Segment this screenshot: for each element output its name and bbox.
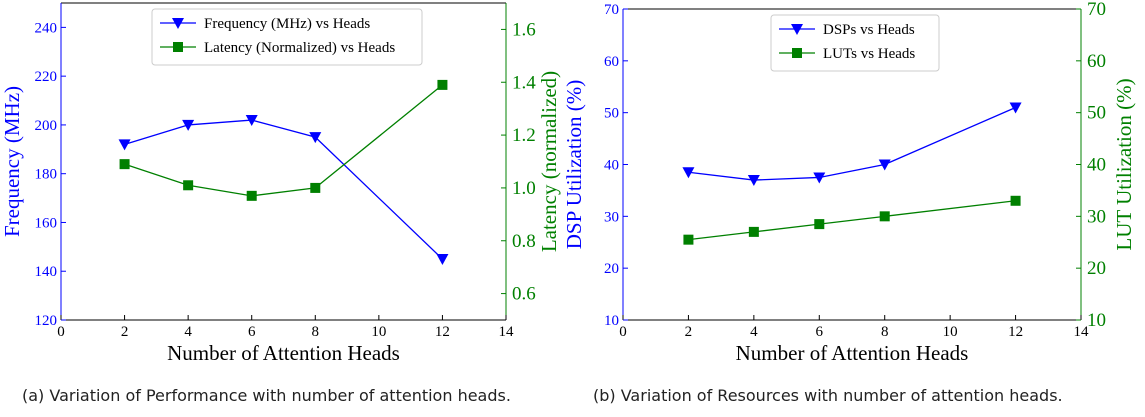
- series-line-primary: [688, 106, 1016, 181]
- legend-box: [151, 8, 423, 66]
- right-y-tick-label: 70: [1087, 0, 1106, 20]
- right-y-tick-label: 1.0: [512, 178, 536, 199]
- square-point: [879, 211, 890, 222]
- left-y-tick-label: 200: [35, 118, 58, 134]
- square-point: [683, 234, 694, 245]
- left-y-tick-label: 220: [35, 69, 58, 85]
- legend-label: DSPs vs Heads: [823, 22, 915, 38]
- triangle-point: [182, 119, 195, 131]
- right-y-tick-label: 60: [1087, 51, 1106, 72]
- caption-b: (b) Variation of Resources with number o…: [593, 386, 1063, 405]
- caption-a: (a) Variation of Performance with number…: [22, 386, 511, 405]
- right-y-tick-label: 40: [1087, 155, 1106, 176]
- x-tick-label: 14: [1074, 324, 1090, 340]
- left-y-tick-label: 160: [35, 215, 58, 231]
- series-line-secondary: [688, 200, 1016, 241]
- square-point: [246, 190, 257, 201]
- chart-a: 0 2 4 6 8 10 12 14 Number of Attention Heads 120 1…: [0, 2, 561, 365]
- triangle-point: [436, 254, 449, 266]
- left-y-tick-label: 120: [35, 313, 58, 329]
- legend-label: Latency (Normalized) vs Heads: [204, 40, 395, 56]
- x-tick-label: 10: [943, 324, 958, 340]
- x-tick-label: 6: [816, 324, 824, 340]
- x-tick-label: 4: [750, 324, 758, 340]
- left-y-tick-label: 60: [604, 54, 619, 70]
- left-y-tick-label: 10: [604, 313, 619, 329]
- square-point: [1010, 195, 1021, 206]
- square-point: [310, 182, 321, 193]
- series-line-secondary: [124, 84, 443, 197]
- right-y-tick-label: 50: [1087, 103, 1106, 124]
- square-point: [748, 226, 759, 237]
- left-y-tick-label: 70: [604, 2, 619, 18]
- triangle-point: [1009, 102, 1022, 114]
- triangle-point: [682, 167, 695, 179]
- square-point: [814, 219, 825, 230]
- series-line-primary: [124, 119, 443, 260]
- triangle-point: [309, 132, 322, 144]
- right-y-axis-label: LUT Utilization (%): [1112, 78, 1136, 250]
- legend-label: Frequency (MHz) vs Heads: [204, 16, 370, 32]
- triangle-point: [747, 175, 760, 187]
- x-tick-label: 2: [685, 324, 693, 340]
- triangle-point: [813, 172, 826, 184]
- left-y-tick-label: 180: [35, 167, 58, 183]
- left-y-tick-label: 20: [604, 261, 619, 277]
- x-tick-label: 10: [371, 324, 386, 340]
- legend-square-marker: [173, 42, 183, 52]
- x-axis-label: Number of Attention Heads: [167, 341, 400, 365]
- right-y-tick-label: 0.6: [512, 284, 536, 305]
- right-y-tick-label: 20: [1087, 258, 1106, 279]
- square-point: [119, 159, 130, 170]
- x-tick-label: 12: [1008, 324, 1023, 340]
- right-y-tick-label: 1.4: [512, 72, 536, 93]
- x-tick-label: 0: [619, 324, 627, 340]
- square-point: [183, 180, 194, 191]
- triangle-point: [118, 139, 131, 151]
- right-y-tick-label: 0.8: [512, 231, 536, 252]
- left-y-tick-label: 50: [604, 106, 619, 122]
- x-tick-label: 6: [248, 324, 256, 340]
- left-y-axis-label: DSP Utilization (%): [562, 80, 586, 250]
- x-axis-label: Number of Attention Heads: [736, 341, 969, 365]
- left-y-tick-label: 140: [35, 264, 58, 280]
- left-y-tick-label: 240: [35, 20, 58, 36]
- right-y-tick-label: 1.2: [512, 125, 536, 146]
- right-y-tick-label: 10: [1087, 310, 1106, 331]
- x-tick-label: 8: [312, 324, 320, 340]
- x-tick-label: 12: [435, 324, 450, 340]
- triangle-point: [878, 159, 891, 171]
- left-y-axis-label: Frequency (MHz): [0, 86, 24, 237]
- square-point: [437, 79, 448, 90]
- legend-square-marker: [792, 48, 802, 58]
- x-tick-label: 14: [499, 324, 515, 340]
- x-tick-label: 4: [184, 324, 192, 340]
- x-tick-label: 2: [121, 324, 129, 340]
- legend-triangle-marker: [791, 24, 803, 35]
- legend-triangle-marker: [172, 18, 184, 29]
- x-tick-label: 8: [881, 324, 889, 340]
- right-y-tick-label: 30: [1087, 206, 1106, 227]
- x-tick-label: 0: [57, 324, 65, 340]
- left-y-tick-label: 30: [604, 209, 619, 225]
- right-y-tick-label: 1.6: [512, 19, 536, 40]
- triangle-point: [245, 115, 258, 127]
- left-y-tick-label: 40: [604, 158, 619, 174]
- right-y-axis-label: Latency (normalized): [537, 71, 561, 252]
- legend-label: LUTs vs Heads: [823, 46, 915, 62]
